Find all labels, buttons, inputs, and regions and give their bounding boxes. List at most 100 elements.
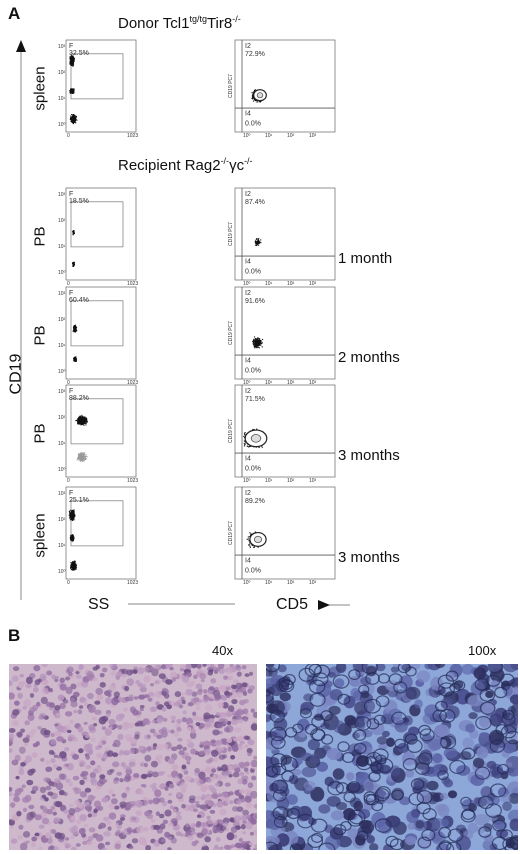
y-tick-label: 10²: [58, 415, 66, 421]
y-tick-label: 10³: [58, 44, 66, 50]
row-time-label: 3 months: [338, 549, 400, 566]
y-tick-label: 10²: [58, 70, 66, 76]
x-log-tick: 10²: [287, 580, 295, 586]
x-log-tick: 10¹: [265, 133, 273, 139]
x-log-tick: 10²: [287, 281, 295, 287]
y-tick-label: 10⁰: [58, 569, 66, 575]
x-log-tick: 10³: [309, 478, 317, 484]
y-tick-label: 10¹: [58, 441, 66, 447]
x-log-tick: 10⁰: [243, 133, 251, 139]
y-tick-label: 10¹: [58, 96, 66, 102]
y-tick-label: 10²: [58, 317, 66, 323]
cd19-pc7-axis-label: CD19 PC7: [228, 419, 234, 443]
plot-frame: [234, 187, 336, 281]
x-log-tick: 10²: [287, 478, 295, 484]
micrograph-right-label: 100x: [468, 643, 497, 658]
ss-cd19-plot: F 18.5% 10⁰ 10¹ 10² 10³ 0 1023: [58, 187, 146, 287]
x-log-tick: 10³: [309, 133, 317, 139]
plot-frame: [234, 39, 336, 133]
gate-f-letter: F: [69, 191, 73, 198]
cd19-pc7-axis-label: CD19 PC7: [228, 222, 234, 246]
gate-f-letter: F: [69, 43, 73, 50]
gate-f-percent: 60.4%: [69, 297, 89, 304]
gate-2-label: I2: [245, 191, 251, 198]
x-log-tick: 10⁰: [243, 380, 251, 386]
cd5-cd19-plot: I2 89.2% I4 0.0% CD19 PC7 10⁰ 10¹ 10² 10³: [228, 486, 345, 586]
x-log-tick: 10²: [287, 380, 295, 386]
x-tick-start: 0: [67, 281, 70, 287]
x-log-tick: 10¹: [265, 281, 273, 287]
y-tick-label: 10⁰: [58, 270, 66, 276]
x-log-tick: 10¹: [265, 580, 273, 586]
gate-4-percent: 0.0%: [245, 269, 261, 276]
gate-f-letter: F: [69, 290, 73, 297]
x-tick-start: 0: [67, 380, 70, 386]
plot-frame: [234, 286, 336, 380]
x-log-tick: 10³: [309, 580, 317, 586]
y-tick-label: 10⁰: [58, 369, 66, 375]
y-tick-label: 10²: [58, 218, 66, 224]
panel-a-axes: [16, 40, 350, 610]
gate-f: [70, 300, 124, 347]
gate-4-label: I4: [245, 455, 251, 462]
plot-frame: [65, 486, 137, 580]
gate-4-label: I4: [245, 110, 251, 117]
x-tick-start: 0: [67, 478, 70, 484]
cd19-pc7-axis-label: CD19 PC7: [228, 521, 234, 545]
row-tissue-label: PB: [31, 423, 49, 444]
y-tick-label: 10⁰: [58, 122, 66, 128]
ss-cd19-plot: F 32.5% 10⁰ 10¹ 10² 10³ 0 1023: [58, 39, 146, 139]
y-tick-label: 10¹: [58, 543, 66, 549]
x-log-tick: 10²: [287, 133, 295, 139]
density-core: [253, 535, 262, 544]
row-time-label: 3 months: [338, 447, 400, 464]
gate-f-letter: F: [69, 490, 73, 497]
gate-4-label: I4: [245, 258, 251, 265]
cd5-cd19-plot: I2 91.6% I4 0.0% CD19 PC7 10⁰ 10¹ 10² 10³: [228, 286, 345, 386]
gate-2-label: I2: [245, 490, 251, 497]
cd19-pc7-axis-label: CD19 PC7: [228, 321, 234, 345]
x-tick-start: 0: [67, 133, 70, 139]
gate-f-percent: 32.5%: [69, 50, 89, 57]
gate-4-label: I4: [245, 557, 251, 564]
cd19-pc7-axis-label: CD19 PC7: [228, 74, 234, 98]
ss-cd19-plot: F 88.2% 10⁰ 10¹ 10² 10³ 0 1023: [58, 384, 146, 484]
y-tick-label: 10³: [58, 491, 66, 497]
gate-4-percent: 0.0%: [245, 568, 261, 575]
y-tick-label: 10³: [58, 291, 66, 297]
x-tick-end: 1023: [127, 478, 138, 484]
row-time-label: 1 month: [338, 250, 393, 267]
cd5-axis-label: CD5: [276, 596, 309, 613]
gate-f: [70, 201, 124, 248]
panel-a-letter: A: [8, 4, 21, 23]
gate-2-percent: 87.4%: [245, 199, 265, 206]
micrograph-100x: [266, 664, 518, 850]
recipient-title: Recipient Rag2-/-γc-/-: [118, 156, 253, 174]
x-log-tick: 10⁰: [243, 580, 251, 586]
plot-frame: [234, 486, 336, 580]
gate-4-percent: 0.0%: [245, 368, 261, 375]
cd5-cd19-plot: I2 87.4% I4 0.0% CD19 PC7 10⁰ 10¹ 10² 10³: [228, 187, 345, 287]
row-tissue-label: spleen: [31, 513, 49, 558]
y-axis-label: CD19: [7, 353, 25, 395]
gate-f: [70, 398, 124, 445]
donor-title: Donor Tcl1tg/tgTir8-/-: [118, 14, 241, 32]
ss-cd19-plot: F 25.1% 10⁰ 10¹ 10² 10³ 0 1023: [58, 486, 146, 586]
cd5-arrow-icon: [318, 600, 330, 610]
x-tick-end: 1023: [127, 133, 138, 139]
gate-2-percent: 72.9%: [245, 51, 265, 58]
micrograph-40x: [9, 664, 257, 850]
cd19-arrow-icon: [16, 40, 26, 52]
plot-frame: [234, 384, 336, 478]
y-tick-label: 10²: [58, 517, 66, 523]
gate-2-label: I2: [245, 43, 251, 50]
gate-2-percent: 71.5%: [245, 396, 265, 403]
x-tick-end: 1023: [127, 281, 138, 287]
micrograph-left-label: 40x: [212, 643, 233, 658]
gate-4-percent: 0.0%: [245, 466, 261, 473]
y-tick-label: 10⁰: [58, 467, 66, 473]
cd5-cd19-plot: I2 71.5% I4 0.0% CD19 PC7 10⁰ 10¹ 10² 10³: [228, 384, 345, 484]
x-log-tick: 10³: [309, 380, 317, 386]
y-tick-label: 10³: [58, 192, 66, 198]
ss-axis-label: SS: [88, 596, 110, 613]
